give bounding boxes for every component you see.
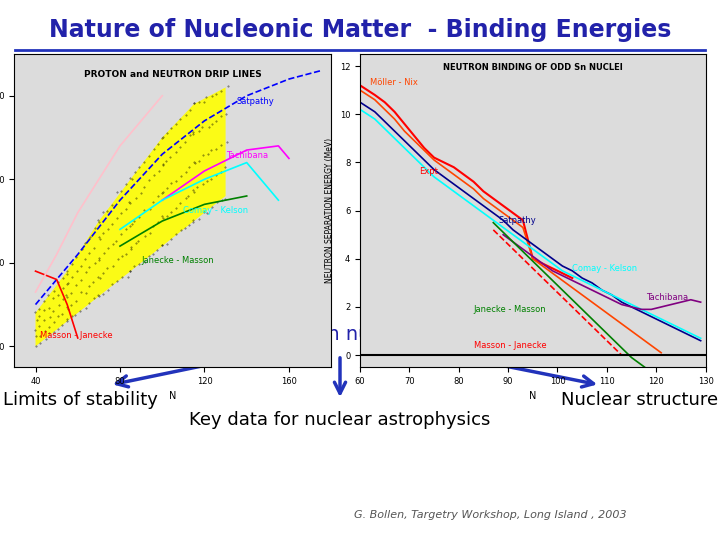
- Text: Masson - Janecke: Masson - Janecke: [474, 341, 546, 350]
- Text: Möller - Nix: Möller - Nix: [370, 78, 418, 87]
- Y-axis label: NEUTRON SEPARATION ENERGY (MeV): NEUTRON SEPARATION ENERGY (MeV): [325, 138, 334, 283]
- Text: Masses and Trends in nuclear binding energies: Masses and Trends in nuclear binding ene…: [132, 326, 588, 345]
- Text: Comay - Kelson: Comay - Kelson: [184, 206, 248, 215]
- Text: Tachibana: Tachibana: [647, 293, 688, 302]
- Text: Janecke - Masson: Janecke - Masson: [141, 256, 214, 265]
- Text: Limits of stability: Limits of stability: [3, 391, 158, 409]
- Text: NSCL: NSCL: [657, 524, 678, 530]
- Text: PROTON and NEUTRON DRIP LINES: PROTON and NEUTRON DRIP LINES: [84, 70, 261, 79]
- Text: Masson - Janecke: Masson - Janecke: [40, 331, 112, 340]
- Text: G. Bollen, Targetry Workshop, Long Island , 2003: G. Bollen, Targetry Workshop, Long Islan…: [354, 510, 626, 520]
- Text: Tachibana: Tachibana: [225, 151, 268, 160]
- Text: Satpathy: Satpathy: [498, 215, 536, 225]
- Text: Comay - Kelson: Comay - Kelson: [572, 264, 637, 273]
- Text: Janecke - Masson: Janecke - Masson: [474, 305, 546, 314]
- Text: Satpathy: Satpathy: [236, 97, 274, 106]
- Text: Key data for nuclear astrophysics: Key data for nuclear astrophysics: [189, 411, 491, 429]
- X-axis label: N: N: [529, 392, 536, 401]
- Text: NEUTRON BINDING OF ODD Sn NUCLEI: NEUTRON BINDING OF ODD Sn NUCLEI: [443, 63, 623, 72]
- Polygon shape: [35, 87, 225, 346]
- Text: Nature of Nucleonic Matter  - Binding Energies: Nature of Nucleonic Matter - Binding Ene…: [49, 18, 671, 42]
- Text: Nuclear structure: Nuclear structure: [562, 391, 719, 409]
- Text: Expt.: Expt.: [419, 167, 441, 177]
- X-axis label: N: N: [169, 392, 176, 401]
